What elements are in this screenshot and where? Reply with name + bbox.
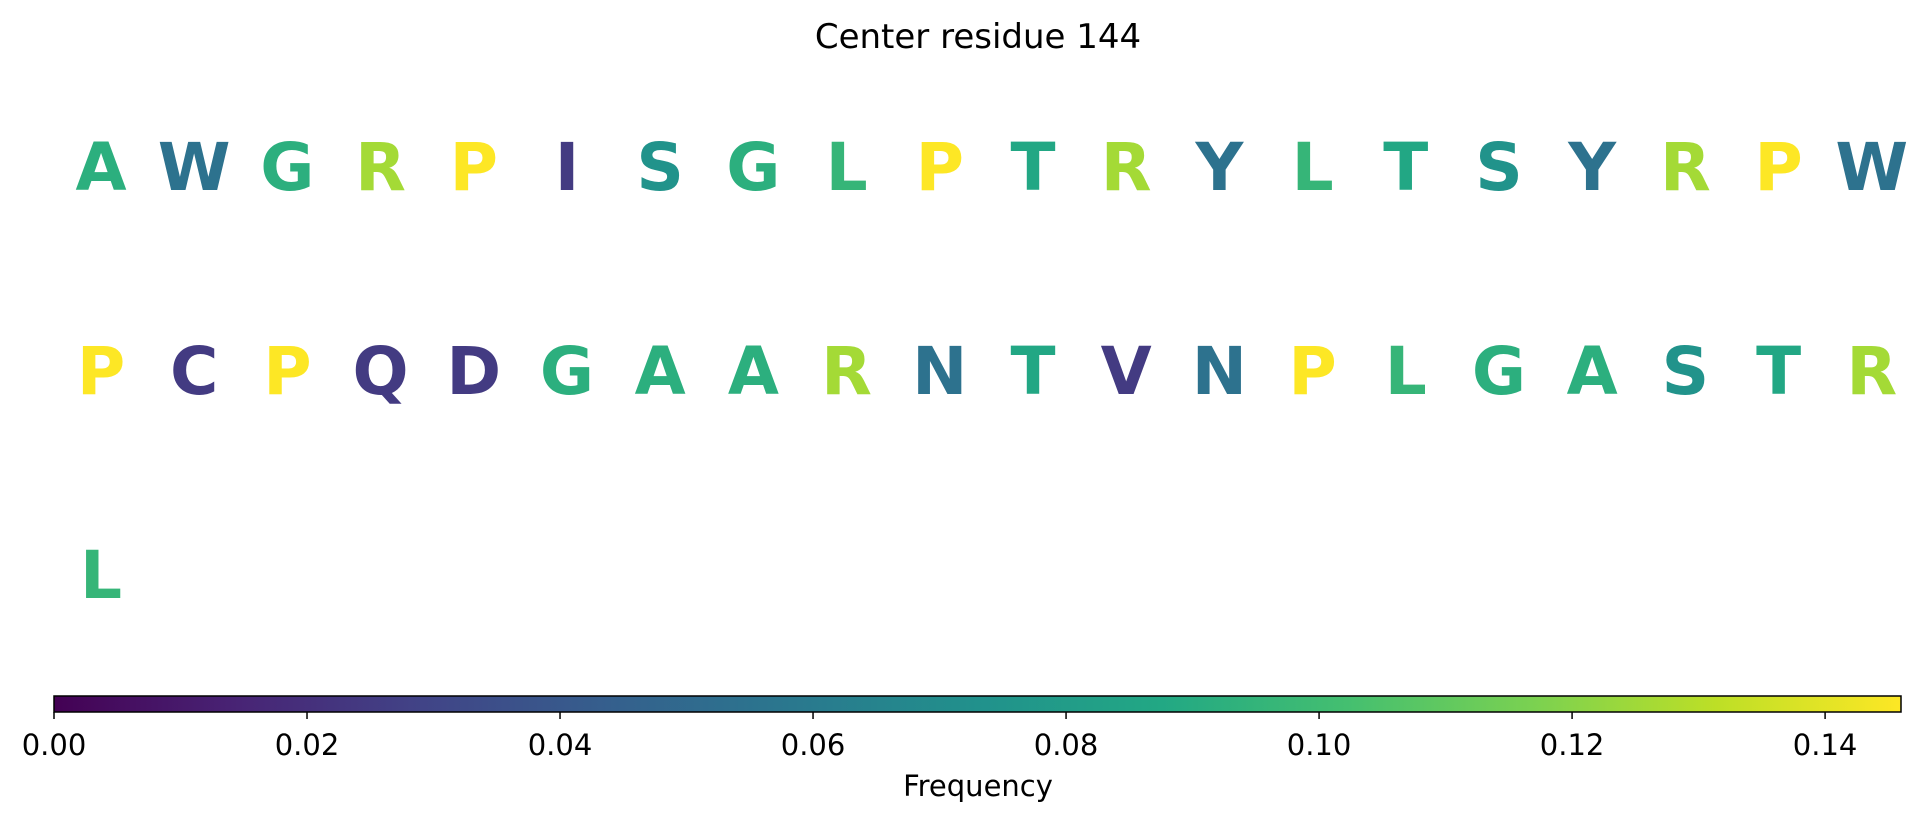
residue-letter: C xyxy=(170,333,218,410)
residue-letter: P xyxy=(77,333,125,410)
colorbar xyxy=(53,695,1902,713)
residue-letter: P xyxy=(263,333,311,410)
colorbar-tick-label: 0.04 xyxy=(528,728,593,762)
residue-letter: A xyxy=(75,129,126,206)
residue-letter: R xyxy=(1660,129,1711,206)
colorbar-tick-label: 0.00 xyxy=(22,728,87,762)
residue-letter: I xyxy=(555,129,580,206)
residue-letter: V xyxy=(1101,333,1152,410)
residue-letter: R xyxy=(355,129,406,206)
residue-letter: L xyxy=(80,537,122,614)
residue-letter: P xyxy=(1754,129,1802,206)
residue-letter: G xyxy=(540,333,594,410)
residue-letter: A xyxy=(1567,333,1618,410)
residue-letter: S xyxy=(1475,129,1523,206)
residue-letter: P xyxy=(1288,333,1336,410)
colorbar-tick-label: 0.06 xyxy=(781,728,846,762)
residue-letter: A xyxy=(728,333,779,410)
residue-letter: L xyxy=(1385,333,1427,410)
residue-letter: W xyxy=(1835,129,1908,206)
colorbar-ticks: 0.00 0.02 0.04 0.06 0.08 0.10 0.12 0.14 xyxy=(22,712,1858,762)
colorbar-tick-label: 0.14 xyxy=(1793,728,1858,762)
residue-grid: A W G R P I S G L P T R Y L T S Y R P WP C P Q D G A A R N T V N P L G A S T R… xyxy=(75,129,1908,614)
residue-letter: L xyxy=(826,129,868,206)
residue-letter: T xyxy=(1010,333,1055,410)
residue-letter: P xyxy=(450,129,498,206)
residue-letter: S xyxy=(636,129,684,206)
residue-letter: Q xyxy=(353,333,409,410)
colorbar-tick-label: 0.02 xyxy=(275,728,340,762)
colorbar-tick-label: 0.12 xyxy=(1540,728,1605,762)
residue-letter: G xyxy=(260,129,314,206)
chart-title: Center residue 144 xyxy=(815,17,1141,57)
residue-letter: Y xyxy=(1195,129,1245,206)
residue-letter: W xyxy=(158,129,231,206)
residue-letter: D xyxy=(446,333,501,410)
colorbar-label: Frequency xyxy=(903,769,1053,803)
residue-letter: Y xyxy=(1567,129,1617,206)
residue-letter: R xyxy=(1101,129,1152,206)
residue-letter: R xyxy=(1846,333,1897,410)
residue-letter: R xyxy=(821,333,872,410)
colorbar-tick-label: 0.10 xyxy=(1287,728,1352,762)
residue-letter: L xyxy=(1292,129,1334,206)
residue-letter: G xyxy=(726,129,780,206)
residue-letter: T xyxy=(1383,129,1428,206)
residue-letter: T xyxy=(1010,129,1055,206)
colorbar-tick-label: 0.08 xyxy=(1034,728,1099,762)
residue-letter: N xyxy=(912,333,967,410)
residue-letter: N xyxy=(1192,333,1247,410)
residue-letter: A xyxy=(635,333,686,410)
residue-letter: S xyxy=(1662,333,1710,410)
residue-letter: G xyxy=(1472,333,1526,410)
residue-letter: P xyxy=(916,129,964,206)
residue-letter: T xyxy=(1756,333,1801,410)
